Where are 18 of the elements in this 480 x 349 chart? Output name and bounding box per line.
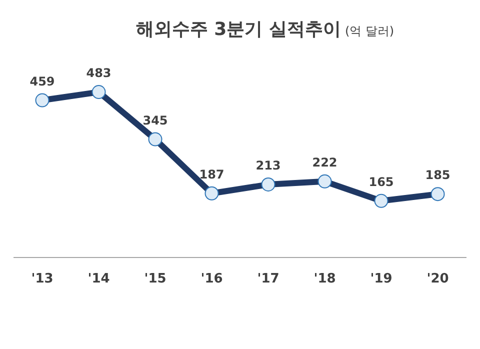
- data-label: 187: [199, 168, 224, 182]
- data-label: 345: [142, 113, 168, 128]
- chart-title: 해외수주 3분기 실적추이: [136, 19, 341, 40]
- data-label: 222: [312, 156, 338, 170]
- x-tick-label: '18: [314, 272, 336, 287]
- x-tick-label: '13: [31, 272, 54, 287]
- data-label: 459: [30, 74, 55, 88]
- chart-subtitle: (억 달러): [344, 24, 394, 38]
- x-tick-label: '16: [200, 272, 223, 287]
- x-tick-label: '15: [144, 272, 166, 287]
- data-label: 213: [256, 158, 281, 173]
- data-label: 185: [425, 168, 450, 182]
- x-tick-label: '17: [257, 272, 280, 287]
- x-tick-label: '20: [426, 272, 449, 287]
- x-tick-label: '19: [370, 272, 392, 287]
- data-label: 483: [86, 66, 112, 80]
- data-label: 165: [368, 175, 394, 190]
- x-tick-label: '14: [88, 272, 110, 287]
